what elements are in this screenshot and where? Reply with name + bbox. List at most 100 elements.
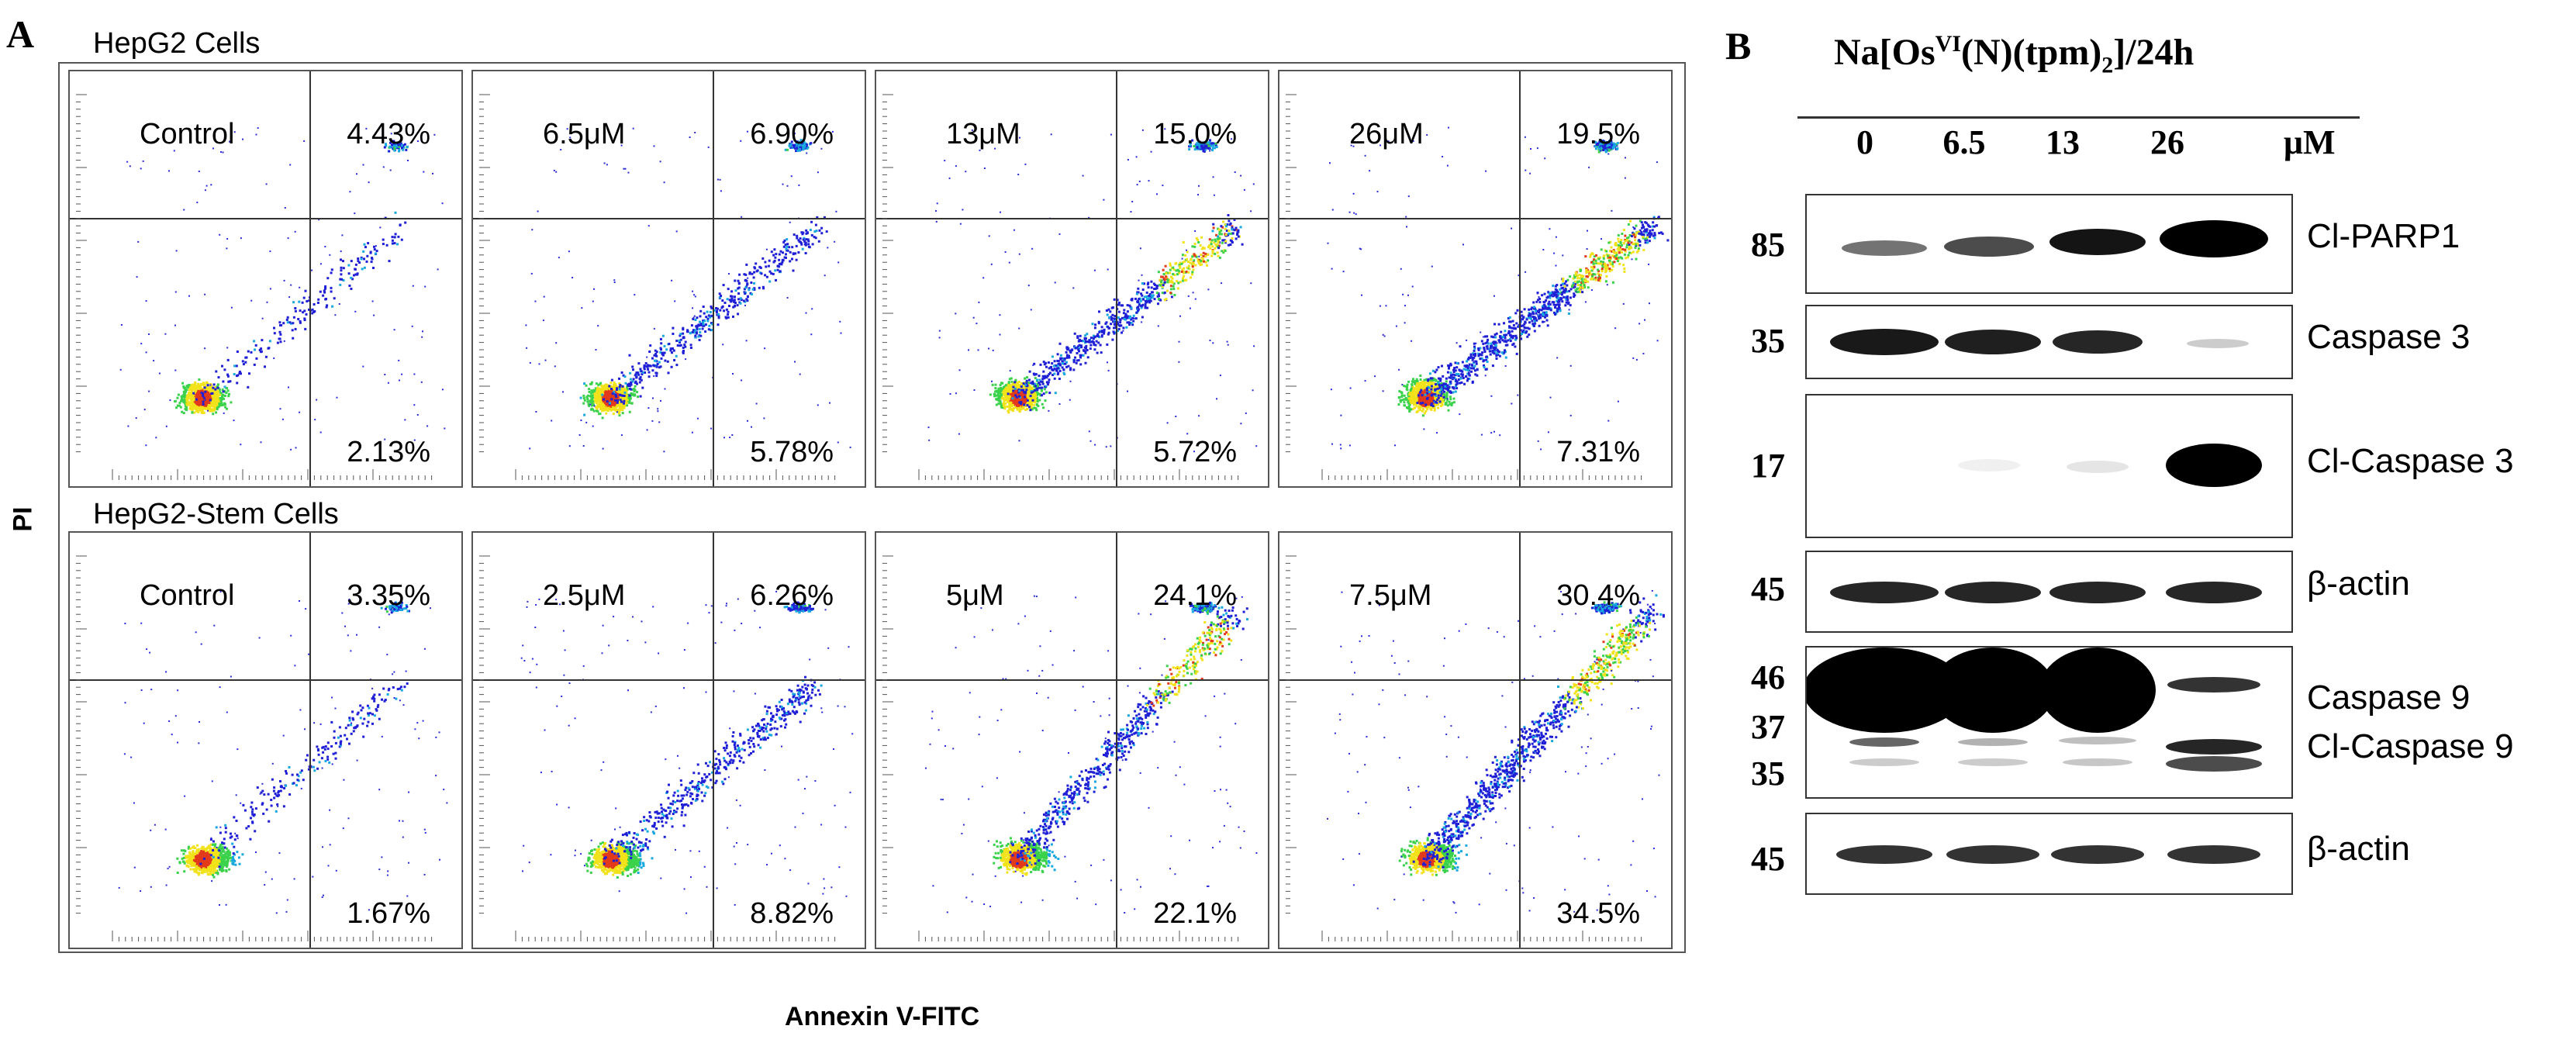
event-dot xyxy=(1079,356,1082,359)
event-dot xyxy=(1128,316,1131,319)
event-dot xyxy=(1017,389,1020,391)
event-dot xyxy=(192,398,195,401)
event-dot xyxy=(330,290,333,293)
event-dot xyxy=(999,401,1002,404)
event-dot xyxy=(1036,400,1039,403)
event-dot xyxy=(732,373,734,375)
event-dot xyxy=(222,390,225,393)
event-dot xyxy=(630,381,633,384)
event-dot xyxy=(715,309,718,313)
event-dot xyxy=(829,402,830,404)
y-axis-title: PI xyxy=(8,506,38,532)
event-dot xyxy=(1095,340,1098,343)
event-dot xyxy=(354,263,357,266)
event-dot xyxy=(632,368,634,371)
event-dot xyxy=(338,303,340,305)
event-dot xyxy=(1202,246,1205,249)
event-dot xyxy=(730,300,733,303)
event-dot xyxy=(1150,291,1153,294)
event-dot xyxy=(120,324,123,326)
event-dot xyxy=(219,233,221,236)
event-dot xyxy=(1036,389,1039,392)
event-dot xyxy=(1088,340,1091,344)
event-dot xyxy=(699,315,702,318)
event-dot xyxy=(633,388,636,390)
event-dot xyxy=(247,350,250,353)
event-dot xyxy=(1004,384,1007,387)
event-dot xyxy=(801,144,804,147)
event-dot xyxy=(647,368,650,371)
event-dot xyxy=(1129,315,1132,318)
event-dot xyxy=(209,392,212,394)
event-dot xyxy=(191,394,194,397)
event-dot xyxy=(1017,174,1020,175)
event-dot xyxy=(637,373,641,376)
event-dot xyxy=(1072,287,1075,289)
event-dot xyxy=(1188,268,1191,271)
event-dot xyxy=(1196,142,1199,144)
event-dot xyxy=(392,145,395,148)
event-dot xyxy=(682,336,685,339)
event-dot xyxy=(1119,321,1122,324)
event-dot xyxy=(1091,323,1094,326)
event-dot xyxy=(1094,323,1097,326)
event-dot xyxy=(620,409,622,411)
event-dot xyxy=(1100,330,1103,333)
event-dot xyxy=(717,178,719,181)
event-dot xyxy=(761,285,765,288)
event-dot xyxy=(1234,226,1238,230)
event-dot xyxy=(723,302,727,304)
event-dot xyxy=(1165,272,1168,275)
event-dot xyxy=(174,291,177,293)
event-dot xyxy=(1031,406,1034,409)
event-dot xyxy=(1038,378,1041,382)
event-dot xyxy=(1189,144,1192,147)
event-dot xyxy=(369,250,372,254)
event-dot xyxy=(1159,278,1162,281)
event-dot xyxy=(1117,301,1121,304)
event-dot xyxy=(200,387,203,390)
event-dot xyxy=(1027,402,1030,405)
event-dot xyxy=(1086,356,1089,359)
event-dot xyxy=(803,140,806,143)
event-dot xyxy=(626,395,629,399)
event-dot xyxy=(391,236,394,239)
event-dot xyxy=(1017,391,1020,394)
event-dot xyxy=(1172,268,1176,271)
event-dot xyxy=(197,398,199,401)
event-dot xyxy=(195,392,198,395)
event-dot xyxy=(347,272,350,275)
event-dot xyxy=(1177,270,1180,273)
event-dot xyxy=(1001,396,1003,399)
event-dot xyxy=(1123,317,1126,320)
event-dot xyxy=(685,358,687,361)
event-dot xyxy=(401,147,403,150)
event-dot xyxy=(1013,401,1017,404)
scatter-dots xyxy=(927,128,1258,453)
event-dot xyxy=(756,269,759,272)
event-dot xyxy=(813,230,817,233)
event-dot xyxy=(1098,330,1101,333)
event-dot xyxy=(589,392,592,395)
event-dot xyxy=(1214,238,1217,241)
event-dot xyxy=(1055,369,1058,372)
event-dot xyxy=(209,408,212,411)
event-dot xyxy=(601,385,604,388)
event-dot xyxy=(1212,143,1215,147)
event-dot xyxy=(1007,392,1010,395)
event-dot xyxy=(959,223,962,225)
event-dot xyxy=(1117,310,1121,313)
event-dot xyxy=(651,369,654,372)
event-dot xyxy=(210,392,213,395)
event-dot xyxy=(604,398,607,401)
event-dot xyxy=(799,373,801,375)
event-dot xyxy=(1200,236,1203,239)
event-dot xyxy=(790,175,792,178)
event-dot xyxy=(806,238,810,241)
event-dot xyxy=(1195,237,1198,240)
event-dot xyxy=(175,250,178,252)
event-dot xyxy=(1196,147,1199,150)
event-dot xyxy=(1012,392,1015,395)
event-dot xyxy=(697,323,700,326)
event-dot xyxy=(659,351,662,354)
